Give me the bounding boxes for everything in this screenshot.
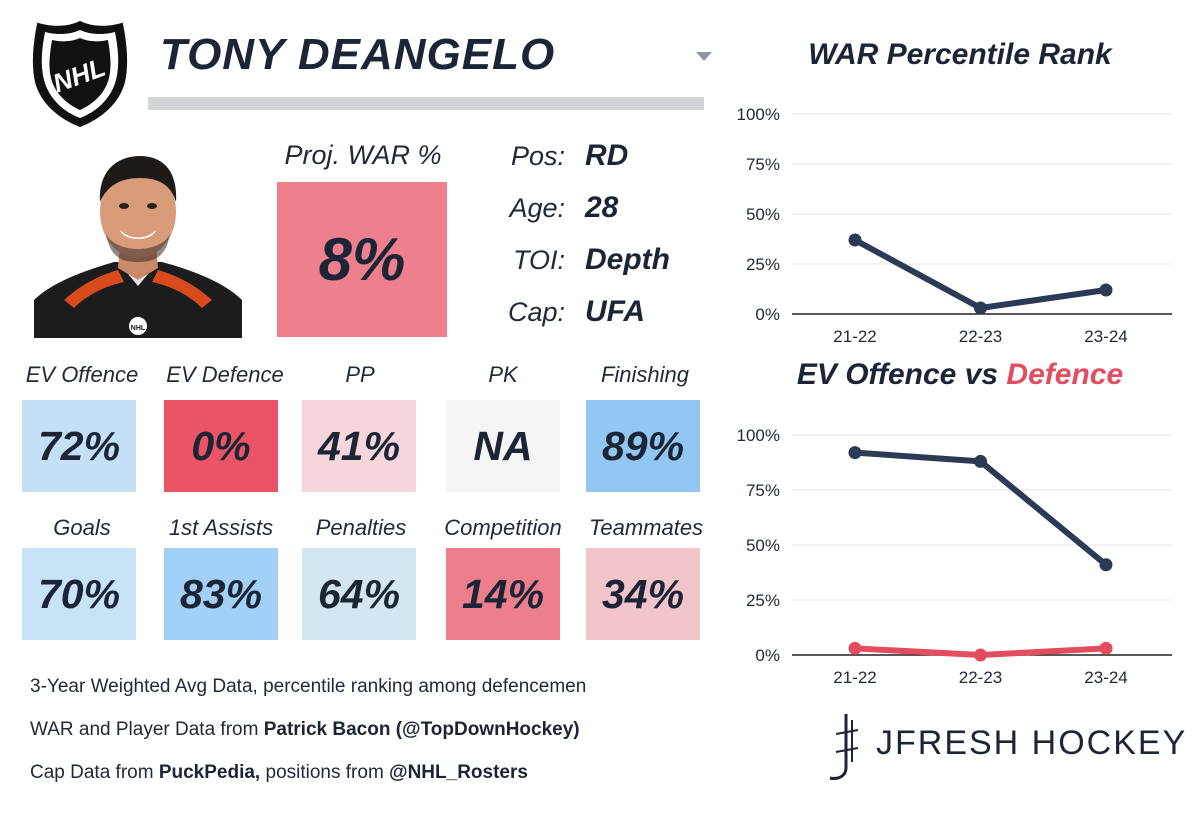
stat-tile-competition: 14% xyxy=(446,548,560,640)
brand-name: JFRESH HOCKEY xyxy=(876,724,1188,762)
x-tick-label: 22-23 xyxy=(959,668,1002,687)
footer-cap-source: Cap Data from PuckPedia, positions from … xyxy=(30,762,528,784)
jfresh-logo-icon xyxy=(822,712,862,782)
info-key: Cap: xyxy=(507,296,565,327)
nhl-logo-icon: NHL xyxy=(30,18,130,130)
stat-tile-pk: NA xyxy=(446,400,560,492)
info-value: RD xyxy=(585,139,629,172)
footer-cap-source-name: PuckPedia, xyxy=(158,762,261,783)
name-underline-bar xyxy=(148,97,704,110)
y-tick-label: 25% xyxy=(746,591,780,610)
x-tick-label: 21-22 xyxy=(833,668,876,687)
data-point xyxy=(848,446,862,460)
chart-title-offence: EV Offence xyxy=(796,358,957,391)
info-key: TOI: xyxy=(512,244,565,275)
y-tick-label: 50% xyxy=(746,536,780,555)
y-tick-label: 50% xyxy=(746,205,780,224)
y-tick-label: 100% xyxy=(737,426,780,445)
stat-label-finishing: Finishing xyxy=(600,362,690,387)
data-point xyxy=(1099,283,1113,297)
info-value: Depth xyxy=(585,243,670,276)
war-percentile-chart: 0% 25% 50% 75% 100% 21-22 22-23 23-24 xyxy=(737,105,1172,346)
info-key: Age: xyxy=(509,192,565,223)
data-point xyxy=(974,648,987,662)
y-tick-label: 0% xyxy=(755,646,780,665)
stat-tile-penalties: 64% xyxy=(302,548,416,640)
footer-text: Cap Data from xyxy=(30,762,159,783)
series-line xyxy=(852,237,1109,311)
info-value: UFA xyxy=(585,295,645,328)
info-value: 28 xyxy=(585,191,619,224)
stat-tile-goals: 70% xyxy=(22,548,136,640)
player-headshot: NHL xyxy=(34,150,242,338)
stat-tile-teammates: 34% xyxy=(586,548,700,640)
x-tick-label: 23-24 xyxy=(1084,327,1127,346)
footer-text: WAR and Player Data from xyxy=(30,719,264,740)
proj-war-label: Proj. WAR % xyxy=(284,140,442,170)
proj-war-value: 8% xyxy=(277,182,447,337)
stat-label-goals: Goals xyxy=(53,515,111,540)
footer-note: 3-Year Weighted Avg Data, percentile ran… xyxy=(30,676,587,697)
player-name: TONY DEANGELO xyxy=(160,30,556,79)
data-point xyxy=(848,233,862,247)
info-row-cap: Cap: UFA xyxy=(470,292,700,332)
data-point xyxy=(974,454,987,468)
chart-title-ev-offence-vs-defence: EV Offence vs Defence xyxy=(720,358,1200,392)
y-tick-label: 75% xyxy=(746,155,780,174)
data-point xyxy=(1099,558,1113,572)
stat-tile-ev-defence: 0% xyxy=(164,400,278,492)
stat-tile-pp: 41% xyxy=(302,400,416,492)
stat-label-pk: PK xyxy=(488,362,518,387)
info-key: Pos: xyxy=(510,140,565,171)
chart-title-vs: vs xyxy=(956,358,1007,391)
x-tick-label: 22-23 xyxy=(959,327,1002,346)
stat-label-1st-assists: 1st Assists xyxy=(168,515,274,540)
data-point xyxy=(974,301,987,315)
stat-label-penalties: Penalties xyxy=(315,515,407,540)
ev-offence-vs-defence-chart: 0% 25% 50% 75% 100% 21-22 22-23 23-24 xyxy=(737,426,1172,687)
y-tick-label: 25% xyxy=(746,255,780,274)
series-line xyxy=(852,449,1109,568)
footer-text: positions from xyxy=(260,762,390,783)
chevron-down-icon[interactable] xyxy=(696,52,712,61)
data-point xyxy=(1099,641,1113,655)
stat-label-ev-offence: EV Offence xyxy=(25,362,139,387)
chart-title-war-percentile: WAR Percentile Rank xyxy=(808,38,1112,71)
stat-tile-1st-assists: 83% xyxy=(164,548,278,640)
footer-positions-source-name: @NHL_Rosters xyxy=(389,762,528,783)
stat-label-competition: Competition xyxy=(444,515,562,540)
y-tick-label: 100% xyxy=(737,105,780,124)
svg-text:NHL: NHL xyxy=(131,325,146,332)
footer-war-source-name: Patrick Bacon (@TopDownHockey) xyxy=(263,719,580,740)
x-tick-label: 21-22 xyxy=(833,327,876,346)
y-tick-label: 75% xyxy=(746,481,780,500)
y-tick-label: 0% xyxy=(755,305,780,324)
info-row-age: Age: 28 xyxy=(470,188,700,228)
footer-war-source: WAR and Player Data from Patrick Bacon (… xyxy=(30,719,580,741)
stat-tile-ev-offence: 72% xyxy=(22,400,136,492)
chart-title-defence: Defence xyxy=(1006,358,1124,391)
stat-tile-finishing: 89% xyxy=(586,400,700,492)
stat-label-ev-defence: EV Defence xyxy=(166,362,284,387)
info-row-position: Pos: RD xyxy=(470,136,700,176)
info-row-toi: TOI: Depth xyxy=(470,240,700,280)
stat-label-pp: PP xyxy=(345,362,375,387)
x-tick-label: 23-24 xyxy=(1084,668,1127,687)
data-point xyxy=(848,641,862,655)
stat-label-teammates: Teammates xyxy=(588,515,704,540)
